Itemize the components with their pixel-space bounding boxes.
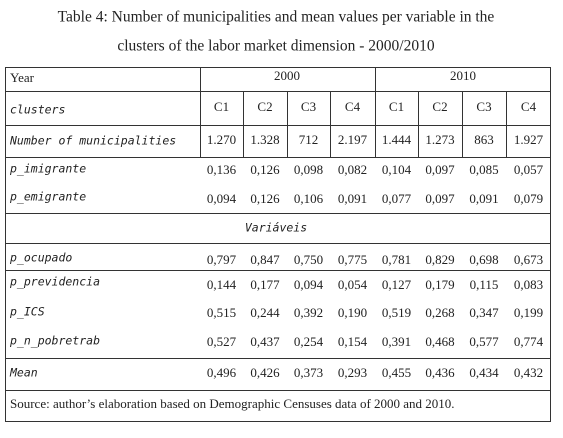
cell-value: 0,127 [382, 277, 412, 292]
cell-value: 0,254 [294, 334, 324, 349]
row-label: p_emigrante [9, 190, 86, 204]
cell-value: 0,434 [469, 365, 499, 380]
cell-value: 0,106 [294, 191, 324, 206]
cluster-header: C1 [214, 99, 229, 114]
cell-value: 2.197 [338, 132, 368, 147]
cell-value: 0,104 [382, 162, 412, 177]
cluster-header: C1 [389, 99, 404, 114]
cell-value: 0,097 [425, 162, 455, 177]
cell-value: 1.927 [514, 132, 544, 147]
row-label: Mean [9, 366, 38, 380]
cell-value: 0,268 [425, 305, 454, 320]
row-label: p_imigrante [9, 162, 86, 176]
cluster-header: C2 [432, 99, 447, 114]
cell-value: 0,177 [250, 277, 280, 292]
cell-value: 0,083 [514, 277, 543, 292]
cluster-header: C3 [301, 99, 316, 114]
title-line: clusters of the labor market dimension -… [117, 38, 435, 55]
cell-value: 0,126 [250, 162, 280, 177]
cell-value: 0,496 [207, 365, 237, 380]
row-label: p_ocupado [9, 251, 72, 265]
cell-value: 0,392 [294, 305, 323, 320]
cell-value: 0,829 [425, 252, 454, 267]
cluster-header: C4 [521, 99, 537, 114]
cell-value: 0,436 [425, 365, 455, 380]
cell-value: 0,094 [294, 277, 324, 292]
cell-value: 0,293 [338, 365, 367, 380]
cell-value: 0,082 [338, 162, 367, 177]
cell-value: 0,437 [250, 334, 280, 349]
cell-value: 0,190 [338, 305, 367, 320]
cell-value: 0,774 [514, 334, 544, 349]
title-line: Table 4: Number of municipalities and me… [58, 9, 495, 26]
cell-value: 0,091 [338, 191, 367, 206]
cell-value: 0,054 [338, 277, 368, 292]
cell-value: 0,079 [514, 191, 543, 206]
cell-value: 0,775 [338, 252, 367, 267]
year: 2000 [274, 68, 300, 83]
cell-value: 0,515 [207, 305, 236, 320]
cell-value: 0,781 [382, 252, 411, 267]
cluster-header: C4 [345, 99, 361, 114]
cell-value: 0,750 [294, 252, 323, 267]
cell-value: 0,373 [294, 365, 323, 380]
cell-value: 0,797 [207, 252, 237, 267]
cell-value: 0,154 [338, 334, 368, 349]
cell-value: 712 [299, 132, 319, 147]
cell-value: 0,115 [470, 277, 499, 292]
cell-value: 0,347 [469, 305, 499, 320]
row-label: Number of municipalities [9, 134, 176, 148]
cell-value: 0,426 [250, 365, 280, 380]
section-label: Variáveis [245, 221, 307, 235]
cell-value: 0,577 [469, 334, 499, 349]
cell-value: 1.328 [250, 132, 279, 147]
cell-value: 1.444 [382, 132, 412, 147]
row-label: p_ICS [9, 305, 45, 319]
year: 2010 [450, 68, 476, 83]
cell-value: 0,847 [250, 252, 280, 267]
cell-value: 0,091 [469, 191, 498, 206]
cell-value: 863 [474, 132, 494, 147]
cell-value: 0,077 [382, 191, 412, 206]
cell-value: 0,098 [294, 162, 323, 177]
row-label: p_previdencia [9, 275, 100, 289]
cell-value: 0,455 [382, 365, 411, 380]
cell-value: 0,057 [514, 162, 544, 177]
cell-value: 0,432 [514, 365, 543, 380]
cell-value: 0,144 [207, 277, 237, 292]
cell-value: 0,179 [425, 277, 454, 292]
cluster-header: C2 [257, 99, 272, 114]
table-lines [5, 67, 551, 422]
cluster-header: C3 [476, 99, 491, 114]
clusters-label: clusters [10, 103, 65, 117]
cell-value: 0,126 [250, 191, 280, 206]
cell-value: 0,673 [514, 252, 543, 267]
cell-value: 0,468 [425, 334, 454, 349]
cell-value: 0,094 [207, 191, 237, 206]
row-label: p_n_pobretrab [9, 334, 100, 348]
cell-value: 0,199 [514, 305, 543, 320]
year-label: Year [10, 70, 35, 85]
cell-value: 0,244 [250, 305, 280, 320]
cell-value: 0,391 [382, 334, 411, 349]
cell-value: 1.270 [207, 132, 236, 147]
cell-value: 0,136 [207, 162, 237, 177]
cell-value: 0,519 [382, 305, 411, 320]
cell-value: 1.273 [425, 132, 454, 147]
source: Source: author’s elaboration based on De… [10, 396, 455, 411]
cell-value: 0,698 [469, 252, 498, 267]
cell-value: 0,085 [469, 162, 498, 177]
cell-value: 0,527 [207, 334, 237, 349]
cell-value: 0,097 [425, 191, 455, 206]
